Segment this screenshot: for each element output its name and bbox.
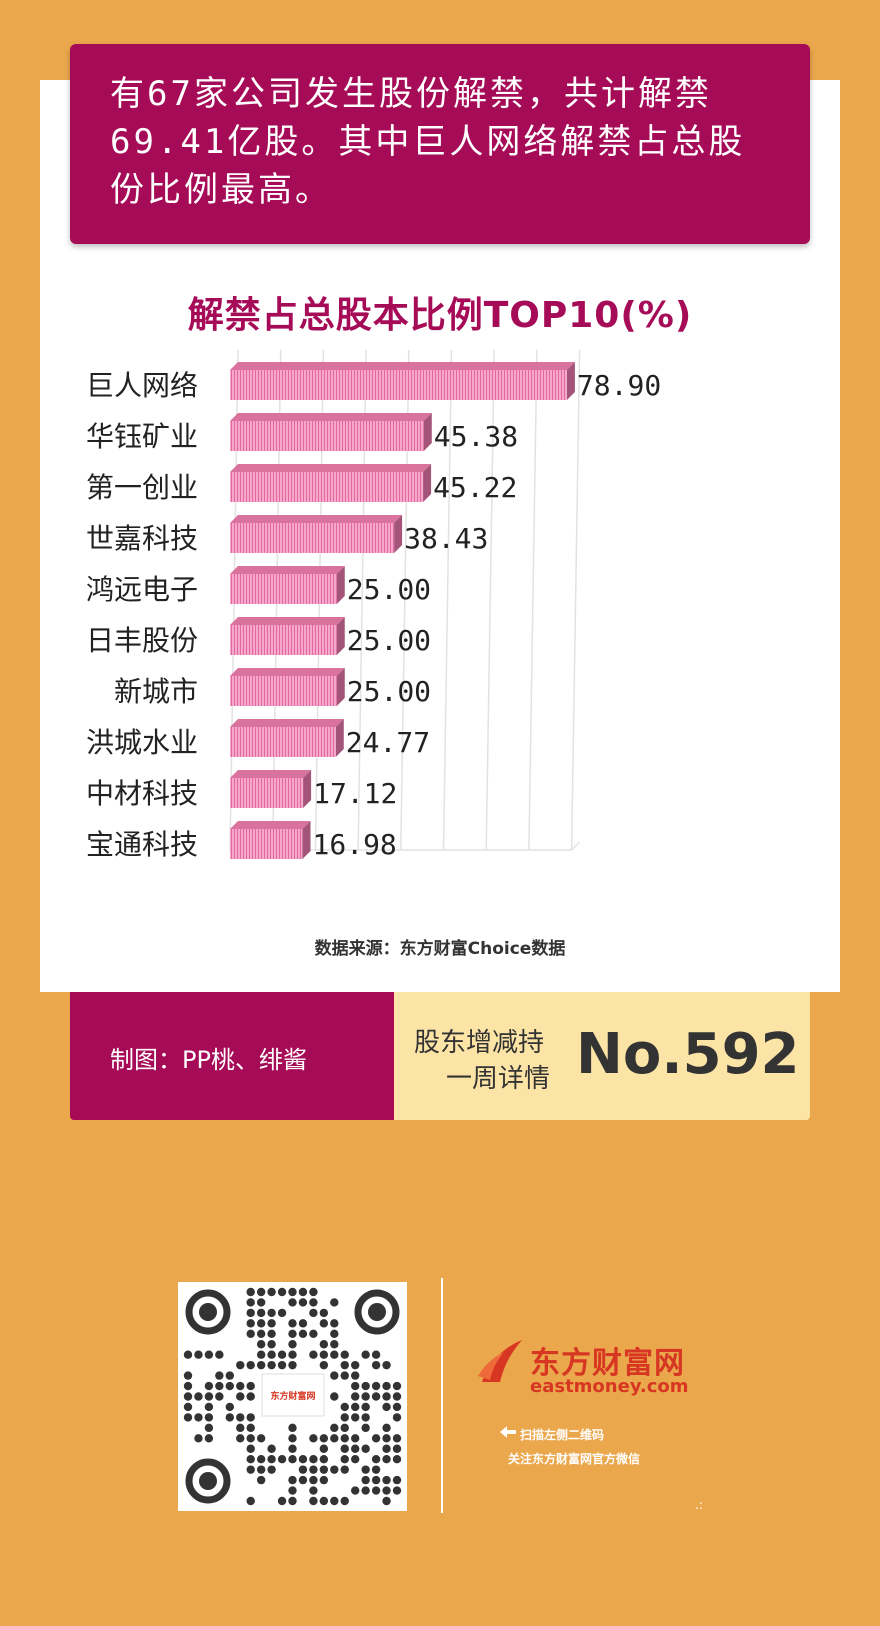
category-label: 巨人网络	[86, 369, 198, 402]
data-source-note: 数据来源：东方财富Choice数据	[314, 939, 566, 959]
category-label: 华钰矿业	[86, 420, 198, 453]
divider	[441, 1278, 443, 1513]
value-label: 25.00	[347, 624, 431, 657]
bar	[230, 617, 345, 655]
value-label: 25.00	[347, 573, 431, 606]
category-label: 宝通科技	[86, 828, 198, 861]
credit-text: 制图：PP桃、绯酱	[110, 1046, 307, 1074]
category-label: 中材科技	[86, 777, 198, 810]
bar	[230, 821, 311, 859]
category-label: 新城市	[114, 675, 198, 708]
bar	[230, 668, 345, 706]
headline-banner: 有67家公司发生股份解禁，共计解禁69.41亿股。其中巨人网络解禁占总股份比例最…	[70, 44, 810, 244]
value-label: 38.43	[404, 522, 488, 555]
bar	[230, 362, 575, 400]
issue-number: No.592	[576, 1022, 800, 1087]
chart-title: 解禁占总股本比例TOP10(%)	[187, 295, 693, 336]
category-label: 第一创业	[86, 471, 198, 504]
bar-chart: 巨人网络 78.90 华钰矿业 45.38 第一创业 45.22 世嘉科技 38.43 鸿远电子…	[86, 350, 661, 861]
gridline	[570, 350, 581, 851]
value-label: 78.90	[577, 369, 661, 402]
issue-panel: 股东增减持 一周详情 No.592	[394, 992, 810, 1120]
gridline	[528, 350, 538, 851]
chart-floor	[230, 841, 581, 851]
weekly-title-line1: 股东增减持	[414, 1028, 545, 1058]
value-label: 45.38	[434, 420, 518, 453]
credit-panel: 制图：PP桃、绯酱	[70, 992, 394, 1120]
corner-dots: .:	[695, 1498, 703, 1512]
bar	[230, 770, 312, 808]
gridline	[485, 350, 495, 851]
scan-hint-line1: 扫描左侧二维码	[520, 1428, 605, 1442]
bar	[230, 719, 344, 757]
bar	[230, 515, 403, 553]
value-label: 25.00	[347, 675, 431, 708]
scan-hint-line2: 关注东方财富网官方微信	[508, 1452, 641, 1466]
headline-text: 有67家公司发生股份解禁，共计解禁69.41亿股。其中巨人网络解禁占总股份比例最…	[110, 74, 746, 210]
qr-code[interactable]: 东方财富网	[178, 1282, 407, 1511]
bar	[230, 566, 345, 604]
category-label: 日丰股份	[86, 624, 198, 657]
arrow-left-icon	[500, 1426, 516, 1438]
qr-center-logo: 东方财富网	[270, 1390, 315, 1402]
value-label: 16.98	[313, 828, 397, 861]
category-label: 鸿远电子	[86, 573, 198, 606]
value-label: 45.22	[433, 471, 517, 504]
value-label: 24.77	[346, 726, 430, 759]
brand-domain: eastmoney.com	[530, 1376, 689, 1397]
weekly-title-line2: 一周详情	[446, 1064, 551, 1094]
bar	[230, 464, 432, 502]
value-label: 17.12	[313, 777, 397, 810]
bar	[230, 413, 432, 451]
brand-name: 东方财富网	[530, 1346, 685, 1381]
eastmoney-logo-icon	[478, 1340, 522, 1382]
gridline	[442, 350, 453, 851]
category-label: 洪城水业	[86, 726, 198, 759]
category-label: 世嘉科技	[86, 522, 198, 555]
